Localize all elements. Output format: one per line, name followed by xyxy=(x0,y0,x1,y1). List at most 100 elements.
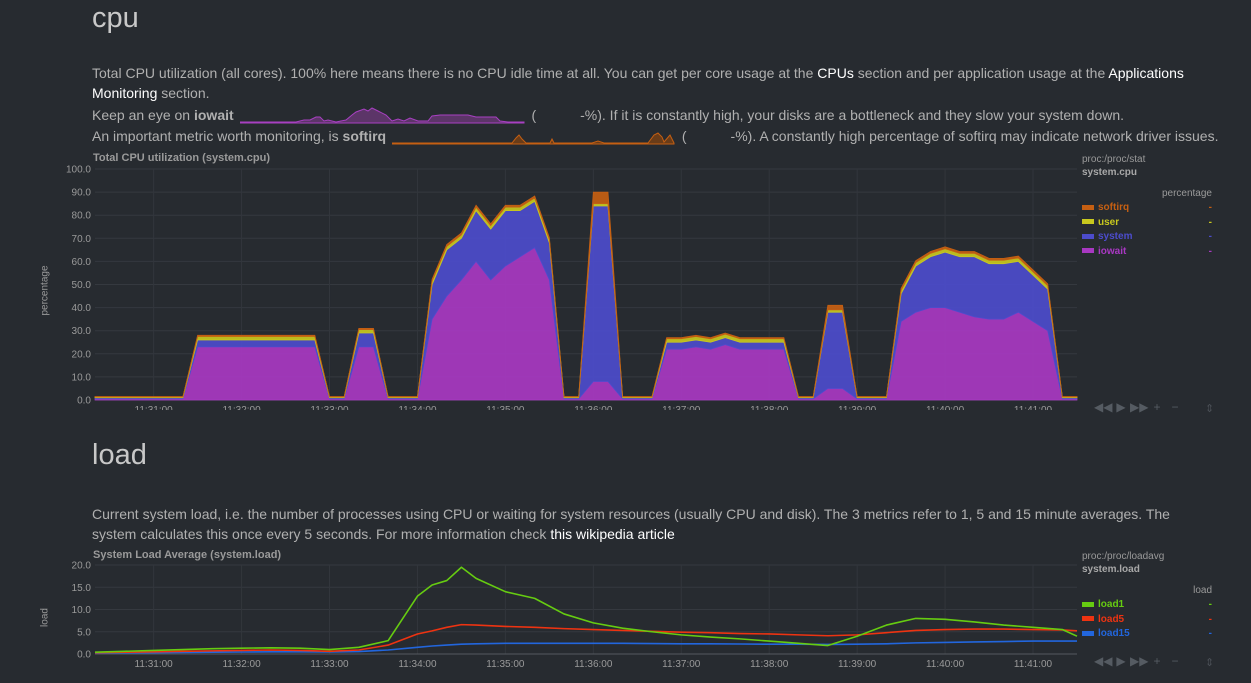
cpu-chart[interactable]: 0.0 10.0 20.0 30.0 40.0 50.0 60.0 70.0 80.0 90.0 1… xyxy=(0,160,1080,410)
cpu-chart-title: Total CPU utilization (system.cpu) xyxy=(93,152,271,164)
cpu-x-tick-label: 11:33:00 xyxy=(310,405,349,410)
cpu-legend-name-iowait: iowait xyxy=(1098,245,1127,257)
pan-right-icon[interactable]: ▶▶ xyxy=(1130,654,1149,668)
load-legend-swatch-load1 xyxy=(1082,601,1094,607)
load-y-tick-label: 0.0 xyxy=(77,650,91,661)
cpu-legend-user[interactable]: user - xyxy=(1082,216,1212,231)
load-legend-swatch-load5 xyxy=(1082,616,1094,622)
cpu-y-tick-label: 60.0 xyxy=(72,257,92,268)
load-x-tick-label: 11:32:00 xyxy=(222,659,261,670)
load-legend-name-load1: load1 xyxy=(1098,599,1125,610)
load-y-tick-label: 5.0 xyxy=(77,627,91,638)
zoom-out-icon[interactable]: − xyxy=(1171,654,1179,668)
cpu-x-tick-label: 11:41:00 xyxy=(1014,405,1053,410)
cpu-legend-name-softirq: softirq xyxy=(1098,202,1130,213)
softirq-hint-post: ). A constantly high percentage of softi… xyxy=(747,128,1219,144)
cpu-legend-context: proc:/proc/stat xyxy=(1082,154,1146,165)
cpu-legend-softirq[interactable]: softirq - xyxy=(1082,201,1212,216)
pan-left-icon[interactable]: ◀◀ xyxy=(1094,654,1113,668)
load-legend-load5[interactable]: load5 - xyxy=(1082,613,1212,628)
cpu-x-tick-label: 11:40:00 xyxy=(926,405,965,410)
load-x-tick-label: 11:41:00 xyxy=(1014,659,1053,670)
load-legend-units: load xyxy=(1193,585,1212,596)
load-y-tick-label: 10.0 xyxy=(72,605,92,616)
load-series-load15 xyxy=(94,640,1077,654)
pan-left-icon[interactable]: ◀◀ xyxy=(1094,400,1113,414)
load-legend-context: proc:/proc/loadavg xyxy=(1082,551,1165,562)
cpu-desc-text-3: section. xyxy=(157,85,210,101)
load-legend-swatch-load15 xyxy=(1082,630,1094,636)
load-x-tick-label: 11:37:00 xyxy=(662,659,701,670)
load-legend-value-load1: - xyxy=(1208,599,1212,610)
cpu-chart-resize-handle-icon[interactable]: ⇕ xyxy=(1205,403,1215,415)
load-legend-name-load15: load15 xyxy=(1098,628,1130,639)
zoom-in-icon[interactable]: + xyxy=(1153,400,1161,414)
applications-monitoring-link[interactable]: Applications Monitoring xyxy=(92,65,1184,101)
cpu-legend-swatch-softirq xyxy=(1082,204,1094,210)
cpu-legend: proc:/proc/stat system.cpu percentage so… xyxy=(1082,153,1212,259)
softirq-hint: An important metric worth monitoring, is… xyxy=(92,126,1218,147)
iowait-hint: Keep an eye on iowait ( -%). If it is con… xyxy=(92,105,1124,126)
softirq-sparkline[interactable] xyxy=(391,127,676,147)
load-chart-resize-handle-icon[interactable]: ⇕ xyxy=(1205,657,1215,669)
cpu-y-tick-label: 10.0 xyxy=(72,372,92,383)
cpu-description: Total CPU utilization (all cores). 100% … xyxy=(92,63,1217,103)
cpu-legend-swatch-iowait xyxy=(1082,248,1094,254)
cpus-link[interactable]: CPUs xyxy=(817,65,854,81)
iowait-value: -% xyxy=(580,107,598,123)
cpu-desc-text-2: section and per application usage at the xyxy=(853,65,1109,81)
load-legend-items: load1 - load5 - load15 - xyxy=(1082,598,1212,642)
cpu-x-tick-label: 11:32:00 xyxy=(222,405,261,410)
wikipedia-article-link[interactable]: this wikipedia article xyxy=(550,526,675,542)
load-series-load5 xyxy=(94,623,1078,654)
softirq-hint-pre: An important metric worth monitoring, is xyxy=(92,128,343,144)
cpu-x-tick-label: 11:39:00 xyxy=(838,405,877,410)
cpu-legend-value-softirq: - xyxy=(1208,202,1212,213)
load-y-tick-label: 15.0 xyxy=(72,583,92,594)
cpu-y-tick-label: 100.0 xyxy=(66,165,91,176)
cpu-legend-value-iowait: - xyxy=(1208,245,1212,257)
load-x-tick-label: 11:33:00 xyxy=(310,659,349,670)
iowait-sparkline[interactable] xyxy=(239,106,526,126)
play-icon[interactable]: ▶ xyxy=(1116,654,1126,668)
cpu-legend-value-system: - xyxy=(1208,231,1212,242)
load-grid xyxy=(95,564,1077,655)
cpu-y-tick-label: 20.0 xyxy=(72,349,92,360)
cpu-legend-name-user: user xyxy=(1098,216,1120,228)
cpu-legend-chart-id: system.cpu xyxy=(1082,167,1138,178)
cpu-legend-name-system: system xyxy=(1098,231,1133,242)
load-chart[interactable]: 0.0 5.0 10.0 15.0 20.0 11:31:00 11:32:00 11:33:… xyxy=(0,556,1080,681)
load-chart-toolbox: ◀◀ ▶ ▶▶ + − xyxy=(1094,654,1184,668)
cpu-legend-units: percentage xyxy=(1161,188,1212,199)
cpu-y-tick-label: 50.0 xyxy=(72,280,92,291)
zoom-out-icon[interactable]: − xyxy=(1171,400,1179,414)
iowait-metric-label: iowait xyxy=(193,107,234,123)
cpu-legend-system[interactable]: system - xyxy=(1082,230,1212,245)
load-legend: proc:/proc/loadavg system.load load load… xyxy=(1082,550,1212,642)
pan-right-icon[interactable]: ▶▶ xyxy=(1130,400,1149,414)
iowait-hint-pre: Keep an eye on xyxy=(92,107,194,123)
iowait-paren-open: ( xyxy=(531,107,537,123)
cpu-legend-items: softirq - user - system - iowait - xyxy=(1082,201,1212,259)
cpu-section-title: cpu xyxy=(92,2,139,34)
cpu-legend-iowait[interactable]: iowait - xyxy=(1082,245,1212,260)
cpu-chart-toolbox: ◀◀ ▶ ▶▶ + − xyxy=(1094,400,1184,414)
zoom-in-icon[interactable]: + xyxy=(1153,654,1161,668)
load-series-load1 xyxy=(94,566,1078,654)
cpu-x-tick-label: 11:38:00 xyxy=(750,405,789,410)
cpu-legend-swatch-user xyxy=(1082,219,1094,225)
play-icon[interactable]: ▶ xyxy=(1116,400,1126,414)
cpu-x-tick-label: 11:35:00 xyxy=(486,405,525,410)
load-legend-name-load5: load5 xyxy=(1098,613,1125,625)
cpu-x-tick-label: 11:36:00 xyxy=(574,405,613,410)
load-legend-value-load5: - xyxy=(1208,613,1212,625)
cpu-y-tick-label: 40.0 xyxy=(72,303,92,314)
load-legend-load15[interactable]: load15 - xyxy=(1082,627,1212,642)
iowait-hint-post: ). If it is constantly high, your disks … xyxy=(597,107,1125,123)
cpu-x-tick-label: 11:31:00 xyxy=(135,405,174,410)
cpu-y-tick-label: 0.0 xyxy=(77,396,91,407)
load-legend-load1[interactable]: load1 - xyxy=(1082,598,1212,613)
load-y-tick-label: 20.0 xyxy=(72,561,92,572)
load-x-tick-label: 11:36:00 xyxy=(574,659,613,670)
load-section-title: load xyxy=(92,439,147,471)
